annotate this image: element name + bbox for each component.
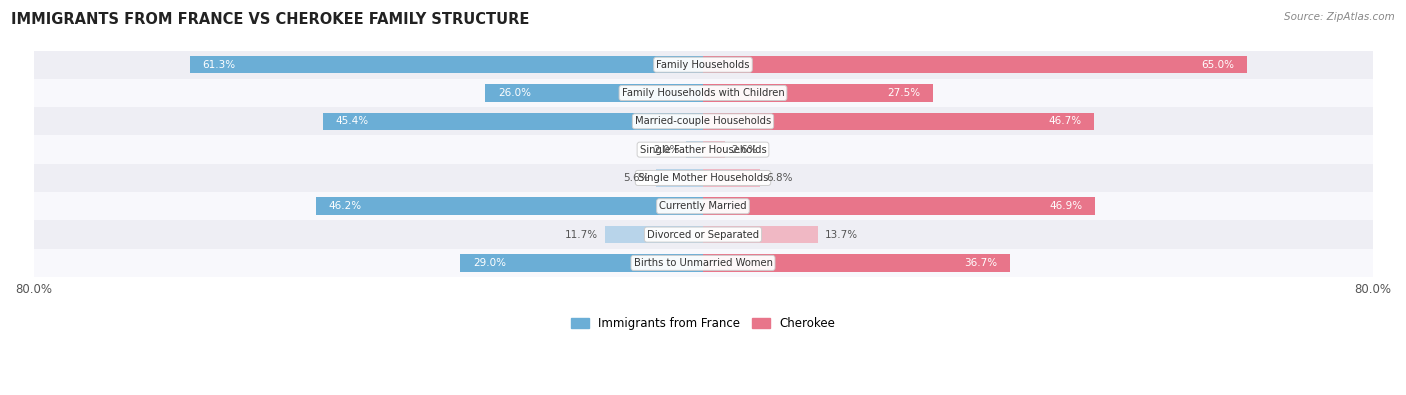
Text: Family Households with Children: Family Households with Children (621, 88, 785, 98)
Text: Currently Married: Currently Married (659, 201, 747, 211)
Bar (703, 84, 934, 102)
Bar (703, 226, 818, 243)
Text: 13.7%: 13.7% (824, 229, 858, 240)
Text: 61.3%: 61.3% (202, 60, 236, 70)
Text: Births to Unmarried Women: Births to Unmarried Women (634, 258, 772, 268)
Bar (323, 113, 703, 130)
Bar (34, 192, 1372, 220)
Text: IMMIGRANTS FROM FRANCE VS CHEROKEE FAMILY STRUCTURE: IMMIGRANTS FROM FRANCE VS CHEROKEE FAMIL… (11, 12, 530, 27)
Bar (703, 254, 1010, 272)
Bar (703, 56, 1247, 73)
Text: 46.7%: 46.7% (1047, 117, 1081, 126)
Text: 6.8%: 6.8% (766, 173, 793, 183)
Bar (34, 79, 1372, 107)
Bar (686, 141, 703, 158)
Bar (34, 135, 1372, 164)
Bar (703, 169, 759, 187)
Text: Source: ZipAtlas.com: Source: ZipAtlas.com (1284, 12, 1395, 22)
Text: Single Mother Households: Single Mother Households (638, 173, 768, 183)
Text: 36.7%: 36.7% (965, 258, 998, 268)
Text: Single Father Households: Single Father Households (640, 145, 766, 154)
Legend: Immigrants from France, Cherokee: Immigrants from France, Cherokee (567, 312, 839, 335)
Bar (703, 113, 1094, 130)
Text: 27.5%: 27.5% (887, 88, 921, 98)
Text: 46.2%: 46.2% (329, 201, 361, 211)
Text: 26.0%: 26.0% (498, 88, 531, 98)
Bar (605, 226, 703, 243)
Text: Divorced or Separated: Divorced or Separated (647, 229, 759, 240)
Text: 2.6%: 2.6% (731, 145, 758, 154)
Text: Married-couple Households: Married-couple Households (636, 117, 770, 126)
Text: 46.9%: 46.9% (1050, 201, 1083, 211)
Bar (190, 56, 703, 73)
Bar (34, 220, 1372, 249)
Bar (703, 141, 724, 158)
Text: 65.0%: 65.0% (1201, 60, 1234, 70)
Bar (657, 169, 703, 187)
Bar (34, 51, 1372, 79)
Bar (703, 198, 1095, 215)
Text: 45.4%: 45.4% (336, 117, 368, 126)
Text: 5.6%: 5.6% (623, 173, 650, 183)
Bar (34, 107, 1372, 135)
Text: 2.0%: 2.0% (654, 145, 679, 154)
Bar (34, 249, 1372, 277)
Bar (34, 164, 1372, 192)
Text: 29.0%: 29.0% (472, 258, 506, 268)
Text: 11.7%: 11.7% (565, 229, 599, 240)
Bar (485, 84, 703, 102)
Text: Family Households: Family Households (657, 60, 749, 70)
Bar (460, 254, 703, 272)
Bar (316, 198, 703, 215)
